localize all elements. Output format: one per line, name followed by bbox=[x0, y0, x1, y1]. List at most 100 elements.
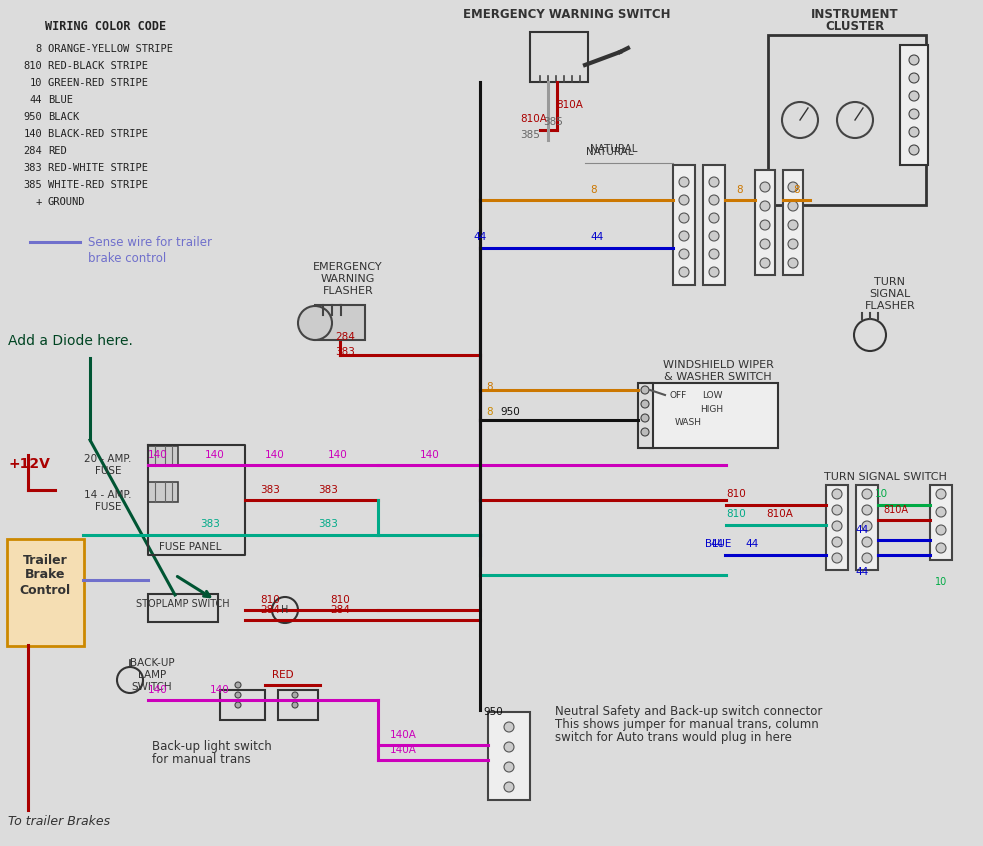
Text: Back-up light switch: Back-up light switch bbox=[152, 740, 271, 753]
Text: EMERGENCY WARNING SWITCH: EMERGENCY WARNING SWITCH bbox=[463, 8, 670, 21]
Text: 8: 8 bbox=[590, 185, 597, 195]
Text: BLUE: BLUE bbox=[705, 539, 731, 549]
Text: RED: RED bbox=[48, 146, 67, 156]
Text: +: + bbox=[35, 197, 42, 207]
Text: 383: 383 bbox=[200, 519, 220, 529]
Text: 385: 385 bbox=[543, 117, 563, 127]
Text: switch for Auto trans would plug in here: switch for Auto trans would plug in here bbox=[555, 731, 792, 744]
Text: 810: 810 bbox=[726, 489, 746, 499]
Bar bbox=[148, 482, 178, 502]
Text: 44: 44 bbox=[710, 539, 723, 549]
Circle shape bbox=[832, 537, 842, 547]
Circle shape bbox=[788, 239, 798, 249]
Circle shape bbox=[760, 182, 770, 192]
Circle shape bbox=[936, 489, 946, 499]
Circle shape bbox=[298, 306, 332, 340]
Text: CLUSTER: CLUSTER bbox=[826, 20, 885, 33]
Text: 44: 44 bbox=[590, 232, 604, 242]
Text: TURN: TURN bbox=[875, 277, 905, 287]
Circle shape bbox=[709, 231, 719, 241]
Circle shape bbox=[909, 109, 919, 119]
Circle shape bbox=[760, 201, 770, 211]
Text: FUSE: FUSE bbox=[94, 502, 121, 512]
Text: SIGNAL: SIGNAL bbox=[869, 289, 910, 299]
Text: INSTRUMENT: INSTRUMENT bbox=[811, 8, 898, 21]
Text: GREEN-RED STRIPE: GREEN-RED STRIPE bbox=[48, 78, 148, 88]
Circle shape bbox=[832, 553, 842, 563]
Circle shape bbox=[909, 91, 919, 101]
Circle shape bbox=[862, 489, 872, 499]
Circle shape bbox=[292, 692, 298, 698]
Bar bbox=[755, 170, 775, 275]
Text: 284: 284 bbox=[24, 146, 42, 156]
Text: 950: 950 bbox=[483, 707, 502, 717]
Text: 140: 140 bbox=[420, 450, 439, 460]
Text: 284: 284 bbox=[335, 332, 355, 342]
Circle shape bbox=[641, 428, 649, 436]
Text: 950: 950 bbox=[500, 407, 520, 417]
Text: 8: 8 bbox=[486, 382, 492, 392]
Text: Trailer
Brake
Control: Trailer Brake Control bbox=[20, 553, 71, 596]
Text: 284: 284 bbox=[330, 605, 350, 615]
Circle shape bbox=[862, 537, 872, 547]
Text: 8: 8 bbox=[35, 44, 42, 54]
Bar bbox=[278, 690, 318, 720]
Circle shape bbox=[788, 201, 798, 211]
Text: 140: 140 bbox=[205, 450, 225, 460]
Text: H: H bbox=[281, 605, 289, 615]
Text: 20 - AMP.: 20 - AMP. bbox=[85, 454, 132, 464]
Text: FLASHER: FLASHER bbox=[865, 301, 915, 311]
Text: BLACK-RED STRIPE: BLACK-RED STRIPE bbox=[48, 129, 148, 139]
Text: BLUE: BLUE bbox=[48, 95, 73, 105]
Circle shape bbox=[862, 553, 872, 563]
Bar bbox=[930, 485, 952, 560]
Text: OFF: OFF bbox=[669, 391, 686, 400]
Text: HIGH: HIGH bbox=[701, 405, 723, 414]
Text: 8: 8 bbox=[486, 407, 492, 417]
Text: 140: 140 bbox=[210, 685, 230, 695]
Circle shape bbox=[504, 722, 514, 732]
Circle shape bbox=[760, 239, 770, 249]
Text: 10: 10 bbox=[29, 78, 42, 88]
Text: BLACK: BLACK bbox=[48, 112, 80, 122]
Circle shape bbox=[788, 182, 798, 192]
Text: 44: 44 bbox=[745, 539, 758, 549]
Text: 284: 284 bbox=[260, 605, 280, 615]
Text: 140: 140 bbox=[265, 450, 285, 460]
Text: RED-BLACK STRIPE: RED-BLACK STRIPE bbox=[48, 61, 148, 71]
Circle shape bbox=[504, 762, 514, 772]
Text: To trailer Brakes: To trailer Brakes bbox=[8, 815, 110, 828]
Circle shape bbox=[679, 213, 689, 223]
Circle shape bbox=[832, 489, 842, 499]
Text: FUSE: FUSE bbox=[94, 466, 121, 476]
Text: TURN SIGNAL SWITCH: TURN SIGNAL SWITCH bbox=[824, 472, 947, 482]
Text: 140: 140 bbox=[148, 685, 168, 695]
Text: This shows jumper for manual trans, column: This shows jumper for manual trans, colu… bbox=[555, 718, 819, 731]
Circle shape bbox=[235, 702, 241, 708]
Text: 385: 385 bbox=[24, 180, 42, 190]
Circle shape bbox=[936, 507, 946, 517]
Text: 810: 810 bbox=[726, 509, 746, 519]
Circle shape bbox=[909, 127, 919, 137]
Text: 44: 44 bbox=[29, 95, 42, 105]
Circle shape bbox=[832, 521, 842, 531]
Circle shape bbox=[641, 386, 649, 394]
Circle shape bbox=[679, 249, 689, 259]
Circle shape bbox=[709, 267, 719, 277]
Circle shape bbox=[709, 195, 719, 205]
Bar bbox=[783, 170, 803, 275]
Bar bbox=[148, 446, 178, 466]
Text: BACK-UP: BACK-UP bbox=[130, 658, 174, 668]
Text: & WASHER SWITCH: & WASHER SWITCH bbox=[665, 372, 772, 382]
Bar bbox=[900, 45, 928, 165]
Text: 383: 383 bbox=[318, 519, 338, 529]
Circle shape bbox=[862, 521, 872, 531]
Text: WIRING COLOR CODE: WIRING COLOR CODE bbox=[45, 20, 166, 33]
Circle shape bbox=[936, 525, 946, 535]
Text: WINDSHIELD WIPER: WINDSHIELD WIPER bbox=[663, 360, 774, 370]
Text: WHITE-RED STRIPE: WHITE-RED STRIPE bbox=[48, 180, 148, 190]
Bar bbox=[826, 485, 848, 570]
Text: 140: 140 bbox=[24, 129, 42, 139]
Text: 140: 140 bbox=[328, 450, 348, 460]
Text: RED-WHITE STRIPE: RED-WHITE STRIPE bbox=[48, 163, 148, 173]
